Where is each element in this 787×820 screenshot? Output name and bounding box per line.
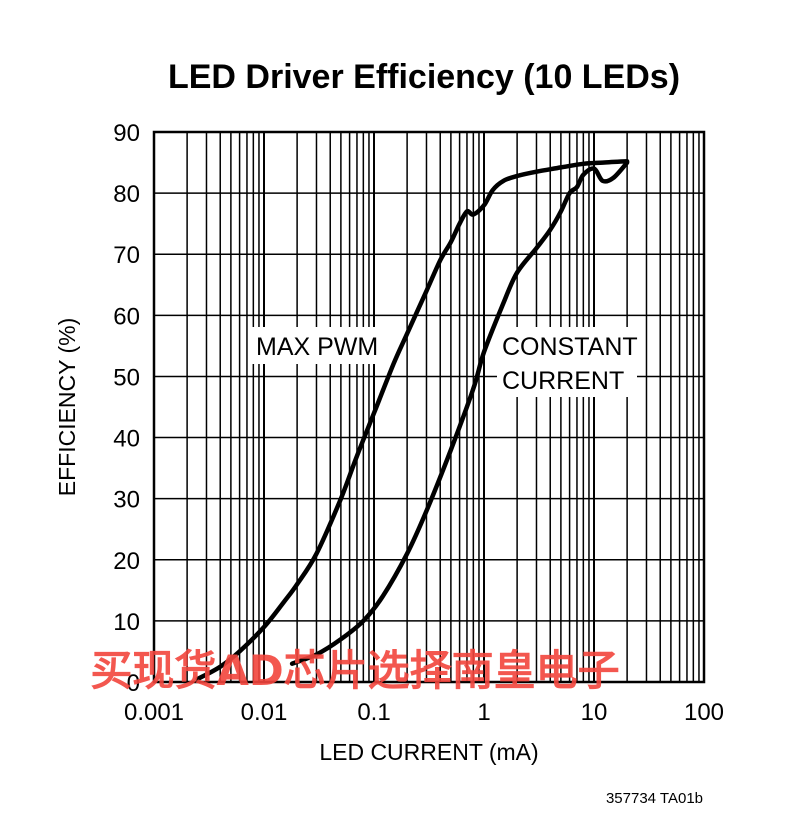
y-axis-label: EFFICIENCY (%) <box>54 318 80 496</box>
y-tick-label: 90 <box>113 120 140 147</box>
annotation-bg-max-pwm <box>251 327 384 364</box>
annotation-current: CURRENT <box>502 367 624 395</box>
y-tick-label: 60 <box>113 303 140 330</box>
x-axis-label: LED CURRENT (mA) <box>319 739 538 765</box>
y-tick-label: 0 <box>127 670 140 697</box>
figure-code: 357734 TA01b <box>606 790 703 807</box>
y-tick-label: 30 <box>113 487 140 514</box>
curves <box>195 159 630 682</box>
y-tick-label: 20 <box>113 548 140 575</box>
x-tick-labels: 0.001 0.01 0.1 1 10 100 <box>124 699 724 726</box>
annotation-bg-constant-current <box>497 327 637 397</box>
annotation-max-pwm: MAX PWM <box>256 333 378 361</box>
y-tick-label: 10 <box>113 609 140 636</box>
y-tick-label: 80 <box>113 181 140 208</box>
x-tick-label: 100 <box>684 699 724 726</box>
chart-title: LED Driver Efficiency (10 LEDs) <box>168 58 680 96</box>
x-tick-label: 1 <box>477 699 490 726</box>
x-tick-label: 0.01 <box>241 699 288 726</box>
x-tick-label: 10 <box>581 699 608 726</box>
y-tick-labels: 0 10 20 30 40 50 60 70 80 90 <box>113 120 140 697</box>
y-tick-label: 70 <box>113 242 140 269</box>
watermark: 买现货AD芯片选择南皇电子 <box>90 646 619 695</box>
x-tick-label: 0.001 <box>124 699 184 726</box>
y-tick-label: 40 <box>113 426 140 453</box>
x-tick-label: 0.1 <box>357 699 390 726</box>
series-constant-current-line <box>289 160 630 666</box>
annotation-constant: CONSTANT <box>502 333 638 361</box>
series-max-pwm-line <box>195 159 630 682</box>
y-tick-label: 50 <box>113 364 140 391</box>
plot-grid <box>153 131 704 683</box>
plot-frame <box>152 130 706 684</box>
